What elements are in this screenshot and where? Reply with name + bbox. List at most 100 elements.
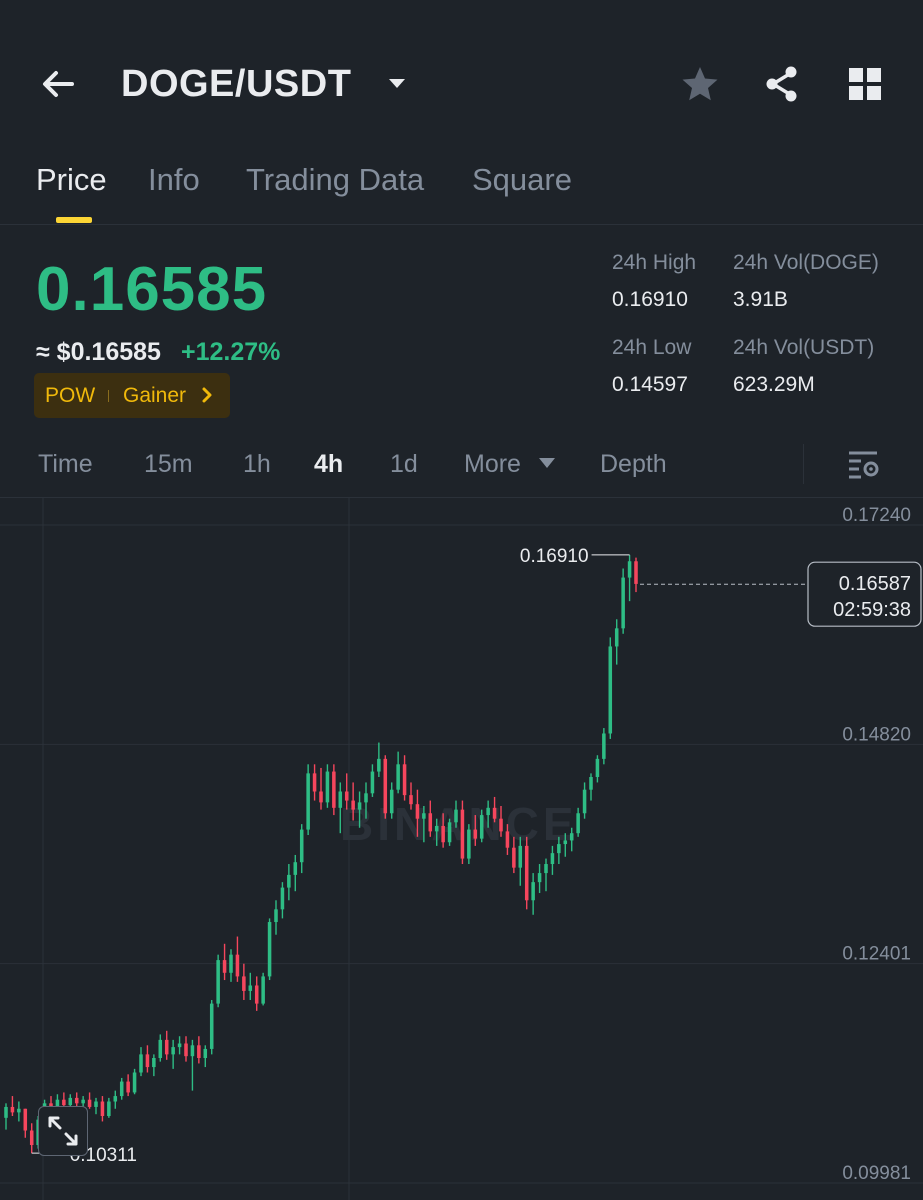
stat-24h-low-label: 24h Low (612, 336, 692, 359)
candle (582, 782, 587, 819)
candle-body (338, 791, 343, 808)
candle-body (357, 802, 362, 810)
candle-body (267, 922, 272, 977)
candle-body (415, 804, 420, 819)
candle (595, 755, 600, 783)
candle (319, 767, 323, 810)
candle-body (634, 561, 638, 584)
candle (402, 755, 407, 801)
tab-square[interactable]: Square (472, 162, 572, 197)
interval-15m[interactable]: 15m (144, 450, 193, 478)
chart-settings-icon[interactable] (846, 447, 880, 481)
grid-icon[interactable] (845, 64, 885, 104)
candle-body (203, 1048, 208, 1058)
interval-time[interactable]: Time (38, 450, 93, 478)
candle-body (306, 773, 310, 830)
candle (357, 791, 362, 828)
candle-body (557, 844, 561, 854)
candle (479, 809, 484, 843)
fullscreen-button[interactable] (38, 1106, 88, 1156)
candle-body (351, 800, 355, 810)
candle (614, 619, 619, 665)
pair-title[interactable]: DOGE/USDT (121, 63, 352, 105)
candle-body (274, 909, 278, 923)
candle (537, 864, 542, 894)
interval-4h[interactable]: 4h (314, 450, 344, 478)
candle (229, 949, 233, 982)
candle (190, 1039, 195, 1091)
candle-body (94, 1101, 98, 1107)
candle (505, 824, 510, 855)
y-axis-labels: 0.17240 0.14820 0.12401 0.09981 (842, 505, 911, 1184)
binance-watermark: BINANCE (340, 798, 578, 850)
expand-arrows-icon (48, 1116, 78, 1146)
candle (325, 764, 330, 808)
candle (4, 1103, 8, 1130)
candle-body (261, 976, 265, 1004)
candle (351, 782, 355, 821)
tags-badge[interactable] (34, 373, 230, 418)
candle (209, 999, 214, 1055)
candle (383, 755, 388, 819)
candle (126, 1074, 130, 1097)
interval-1h[interactable]: 1h (243, 450, 271, 478)
candle (164, 1030, 169, 1060)
candle-body (486, 807, 490, 816)
tag-gainer[interactable]: Gainer (123, 384, 187, 407)
tab-trading-data[interactable]: Trading Data (246, 162, 425, 197)
y-tick-label: 0.09981 (842, 1163, 911, 1184)
candle-body (280, 887, 285, 910)
star-icon[interactable] (680, 64, 720, 104)
candle (248, 972, 253, 1000)
candle (158, 1034, 163, 1062)
high-marker-label: 0.16910 (520, 546, 589, 567)
candlestick-chart[interactable]: BINANCE 0.17240 0.14820 0.12401 0.09981 0.1… (0, 498, 923, 1200)
candle-body (235, 954, 240, 977)
candle (338, 782, 343, 834)
tag-pow[interactable]: POW (45, 384, 96, 407)
share-icon[interactable] (762, 64, 802, 104)
tab-price[interactable]: Price (36, 162, 107, 197)
candle (177, 1036, 182, 1055)
candle-body (447, 822, 452, 843)
current-price-box (807, 561, 922, 627)
candle (454, 800, 458, 828)
candle-body (492, 807, 497, 819)
candle (499, 806, 503, 837)
candle (29, 1123, 34, 1154)
candle-body (550, 853, 555, 865)
candle-body (23, 1108, 28, 1131)
chevron-right-icon[interactable] (198, 386, 216, 404)
tab-info[interactable]: Info (148, 162, 200, 197)
candle (107, 1097, 111, 1118)
tabs-divider (0, 224, 923, 225)
interval-more[interactable]: More (464, 450, 521, 478)
candle (524, 836, 529, 910)
candle-body (132, 1072, 137, 1093)
candle (550, 845, 555, 875)
last-price: 0.16585 (36, 255, 268, 324)
candle-body (87, 1099, 92, 1107)
stat-24h-vol-quote-label: 24h Vol(USDT) (733, 336, 875, 359)
candle-body (139, 1054, 143, 1073)
candle-body (229, 954, 233, 973)
candle-body (518, 845, 523, 868)
current-price-label: 0.16587 (839, 573, 911, 595)
candle (235, 936, 240, 982)
candle-body (454, 809, 458, 823)
candle-body (531, 882, 535, 901)
candle-body (627, 561, 632, 578)
candle (87, 1092, 92, 1109)
back-arrow-icon[interactable] (36, 62, 80, 106)
caret-down-icon[interactable] (386, 72, 408, 94)
candle (23, 1108, 28, 1138)
more-caret-icon[interactable] (538, 456, 556, 470)
interval-1d[interactable]: 1d (390, 450, 418, 478)
candle-body (242, 976, 246, 991)
candle (119, 1077, 124, 1100)
candle (531, 873, 535, 915)
candle (332, 764, 336, 816)
candle (396, 751, 400, 794)
countdown-label: 02:59:38 (833, 599, 911, 621)
depth-tab[interactable]: Depth (600, 450, 667, 478)
